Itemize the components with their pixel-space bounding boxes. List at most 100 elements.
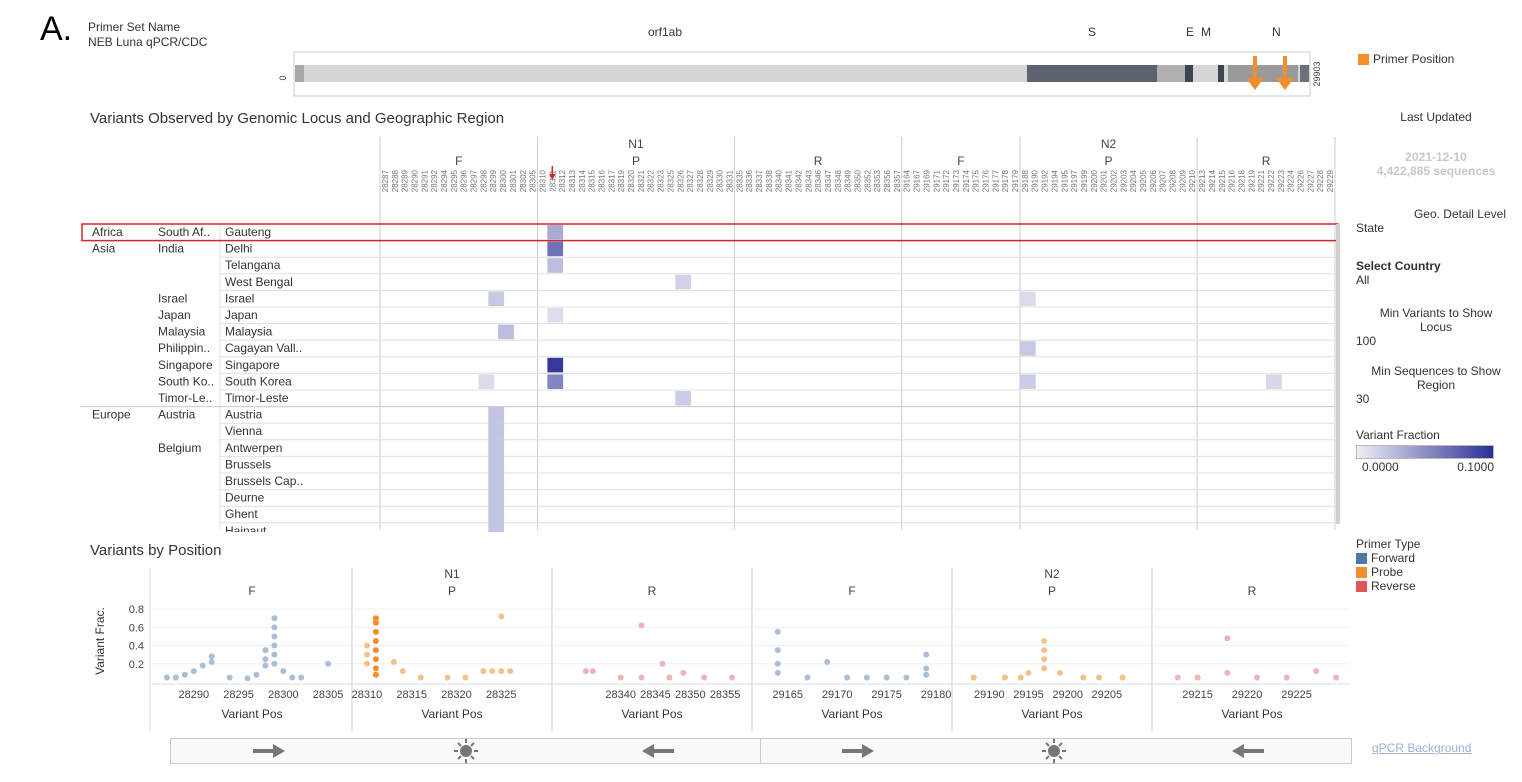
panel-part-label: R <box>1248 584 1257 598</box>
data-point <box>774 647 781 654</box>
position-tick-label: 28315 <box>588 169 597 192</box>
left-arrow-icon <box>1232 744 1264 758</box>
x-axis-label: Variant Pos <box>821 707 882 721</box>
data-point <box>638 622 645 629</box>
position-tick-label: 28320 <box>627 169 636 192</box>
country-label: Japan <box>158 308 191 322</box>
min-variants-value[interactable]: 100 <box>1356 334 1377 348</box>
data-point <box>582 668 589 675</box>
position-tick-label: 29214 <box>1208 169 1217 192</box>
panel-part-label: P <box>448 584 456 598</box>
select-country-value[interactable]: All <box>1356 273 1370 287</box>
data-point <box>1025 669 1032 676</box>
country-label: India <box>158 242 184 256</box>
state-label: Brussels <box>225 457 271 471</box>
data-point <box>253 671 260 678</box>
data-point <box>498 613 505 620</box>
x-axis-label: Variant Pos <box>421 707 482 721</box>
position-tick-label: 29216 <box>1228 169 1237 192</box>
data-point <box>363 660 370 667</box>
data-point <box>289 674 296 681</box>
position-tick-label: 28317 <box>607 169 616 192</box>
legend-forward-label: Forward <box>1371 551 1416 565</box>
data-point <box>1313 668 1320 675</box>
position-tick-label: 29179 <box>1011 169 1020 192</box>
data-point <box>1283 674 1290 681</box>
x-tick-label: 28305 <box>313 689 344 701</box>
x-tick-label: 29225 <box>1281 689 1312 701</box>
data-point <box>923 671 930 678</box>
left-arrow-icon <box>642 744 674 758</box>
data-point <box>271 651 278 658</box>
country-label: Malaysia <box>158 325 206 339</box>
position-tick-label: 29167 <box>913 169 922 192</box>
legend-reverse[interactable]: Reverse <box>1356 579 1516 593</box>
data-point <box>190 668 197 675</box>
segment-s-tail <box>1157 65 1185 82</box>
data-point <box>372 638 379 644</box>
last-updated-label: Last Updated <box>1400 110 1472 124</box>
sun-icon <box>454 739 478 763</box>
y-tick-label: 0.8 <box>129 604 144 616</box>
position-tick-label: 29164 <box>903 169 912 192</box>
x-tick-label: 29170 <box>822 689 853 701</box>
position-tick-label: 29222 <box>1267 169 1276 192</box>
legend-probe[interactable]: Probe <box>1356 565 1516 579</box>
geo-detail-value[interactable]: State <box>1356 221 1385 235</box>
state-label: Malaysia <box>225 325 273 339</box>
position-tick-label: 28356 <box>883 169 892 192</box>
position-tick-label: 28337 <box>755 169 764 192</box>
position-tick-label: 29188 <box>1021 169 1030 192</box>
position-tick-label: 28296 <box>460 169 469 192</box>
state-label: Japan <box>225 308 258 322</box>
legend-reverse-label: Reverse <box>1371 579 1416 593</box>
position-tick-label: 29169 <box>922 169 931 192</box>
state-label: Antwerpen <box>225 441 282 455</box>
group-label-n2: N2 <box>1101 137 1117 151</box>
position-tick-label: 28329 <box>706 169 715 192</box>
data-point <box>638 674 645 681</box>
state-label: Cagayan Vall.. <box>225 341 302 355</box>
position-tick-label: 29205 <box>1139 169 1148 192</box>
state-label: Deurne <box>225 491 265 505</box>
state-label: Hainaut <box>225 524 267 532</box>
data-point <box>1224 635 1231 642</box>
heat-cell <box>488 456 505 473</box>
qpcr-background-link[interactable]: qPCR Background <box>1372 741 1472 755</box>
position-tick-label: 29204 <box>1129 169 1138 192</box>
state-label: Timor-Leste <box>225 391 289 405</box>
panel-part-label: F <box>248 584 255 598</box>
data-point <box>271 615 278 622</box>
position-tick-label: 28300 <box>499 169 508 192</box>
primer-set-value[interactable]: NEB Luna qPCR/CDC <box>88 35 208 49</box>
reverse-swatch <box>1356 581 1367 593</box>
min-sequences-value[interactable]: 30 <box>1356 392 1370 406</box>
position-tick-label: 28336 <box>745 169 754 192</box>
heatmap-title: Variants Observed by Genomic Locus and G… <box>90 110 505 127</box>
data-point <box>617 674 624 681</box>
legend-forward[interactable]: Forward <box>1356 551 1516 565</box>
data-point <box>372 665 379 672</box>
genome-end-label: 29903 <box>1312 61 1322 86</box>
position-tick-label: 29218 <box>1237 169 1246 192</box>
data-point <box>372 628 379 635</box>
right-arrow-icon <box>842 744 874 758</box>
data-point <box>271 624 278 631</box>
heat-cell <box>478 374 495 389</box>
data-point <box>701 674 708 681</box>
y-tick-label: 0.6 <box>129 622 144 634</box>
section-label-r: R <box>1262 154 1271 168</box>
data-point <box>417 674 424 681</box>
data-point <box>1080 674 1087 681</box>
panel-part-label: R <box>648 584 657 598</box>
x-tick-label: 29190 <box>974 689 1005 701</box>
data-point <box>970 674 977 681</box>
state-label: South Korea <box>225 374 292 388</box>
position-tick-label: 28305 <box>529 169 538 192</box>
variants-by-position-chart: Variant Frac. 0.2 0.4 0.6 0.8 N1 N2 F 28290 28295… <box>93 567 1350 732</box>
data-point <box>363 642 370 649</box>
geo-detail-label: Geo. Detail Level <box>1413 207 1506 221</box>
continent-label: Africa <box>92 225 123 239</box>
data-point <box>271 660 278 667</box>
position-tick-label: 29207 <box>1159 169 1168 192</box>
